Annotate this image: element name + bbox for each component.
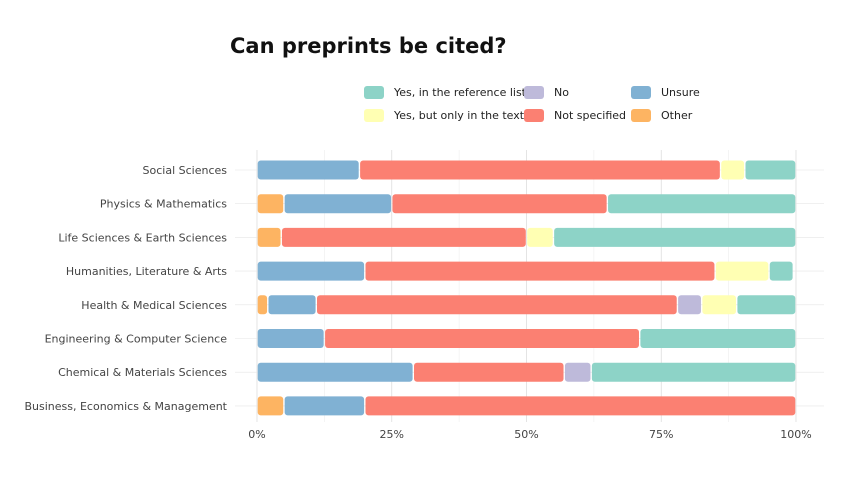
category-label: Health & Medical Sciences [81,299,227,312]
bar-segment [678,295,701,315]
category-label: Humanities, Literature & Arts [66,265,227,278]
legend-label: Unsure [661,85,700,99]
bar-segment [257,329,324,348]
category-label: Life Sciences & Earth Sciences [58,231,227,244]
bar-segment [281,227,526,247]
bar-segment [591,362,796,382]
x-tick-label: 75% [649,428,673,441]
bar-segment [640,329,796,348]
category-label: Physics & Mathematics [100,198,227,211]
bar-segment [769,261,793,281]
bar-segment [268,295,316,315]
bar-segment [554,227,796,247]
x-tick-label: 50% [514,428,538,441]
chart-title: Can preprints be cited? [230,34,507,58]
legend-item: Yes, in the reference list [364,82,526,102]
x-tick-label: 25% [380,428,404,441]
legend-swatch [631,108,651,122]
category-label: Business, Economics & Management [24,400,227,413]
bar-segment [365,261,715,281]
category-label: Chemical & Materials Sciences [58,366,227,379]
x-tick-label: 0% [248,428,265,441]
bar-segment [257,362,413,382]
bar-segment [325,329,639,348]
bar-segment [257,227,281,247]
bar-segment [564,362,591,382]
bar-segment [360,160,720,180]
bar-segment [257,160,359,180]
legend-item: Yes, but only in the text [364,105,524,125]
legend-item: Unsure [631,82,700,102]
legend-label: Not specified [554,108,627,122]
bar-segment [721,160,745,180]
bar-segment [527,227,553,247]
bar-segment [737,295,796,315]
legend-label: No [554,85,569,99]
bar-segment [257,194,284,214]
category-label: Engineering & Computer Science [45,333,228,346]
legend-swatch [364,108,384,122]
legend-item: No [524,82,569,102]
legend-swatch [364,85,384,99]
bar-segment [257,295,268,315]
bar-segment [608,194,796,214]
legend-swatch [524,85,544,99]
bar-segment [257,261,365,281]
bar-segment [284,194,392,214]
legend-item: Not specified [524,105,626,125]
legend-label: Yes, in the reference list [394,85,526,99]
x-tick-label: 100% [780,428,811,441]
legend-item: Other [631,105,692,125]
bar-segment [316,295,677,315]
bar-segment [365,396,796,416]
bar-segment [745,160,796,180]
bar-segment [257,396,284,416]
legend-label: Other [661,108,693,122]
bar-segment [414,362,564,382]
bar-segment [392,194,607,214]
legend-swatch [631,85,651,99]
category-label: Social Sciences [143,164,228,177]
bar-segment [284,396,365,416]
legend-swatch [524,108,544,122]
legend: Yes, in the reference list No Unsure Yes, b… [364,82,724,130]
bar-segment [715,261,769,281]
bar-segment [702,295,737,315]
legend-label: Yes, but only in the text [394,108,525,122]
